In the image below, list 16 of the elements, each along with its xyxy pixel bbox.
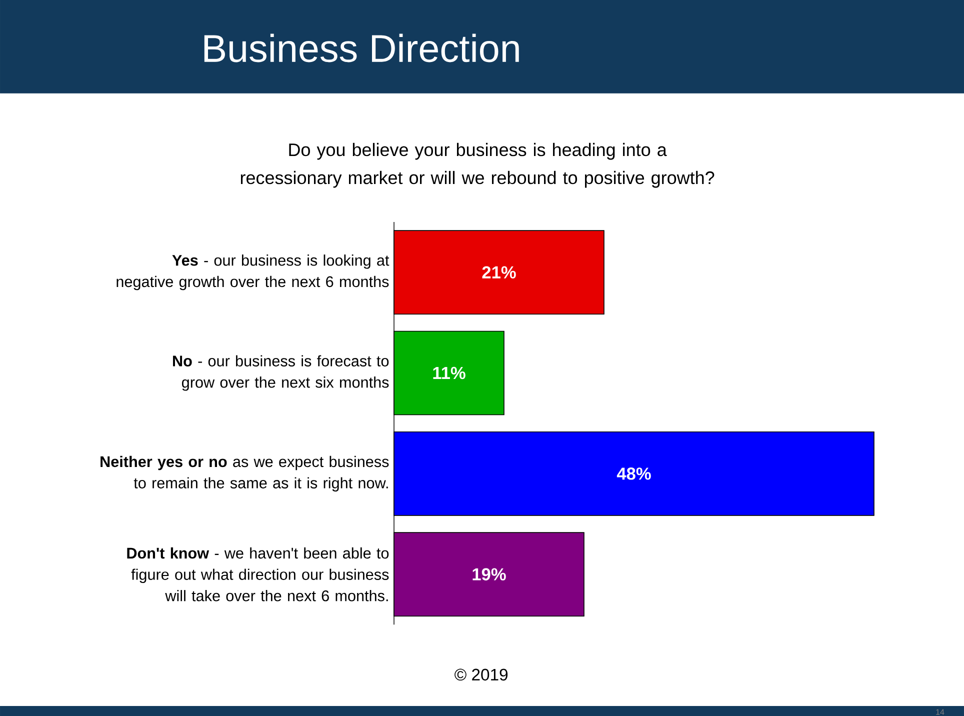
text: © 2019 bbox=[454, 668, 508, 681]
data-label: 11% bbox=[433, 366, 466, 380]
bar bbox=[394, 330, 504, 416]
bar bbox=[394, 431, 874, 516]
data-label: 21% bbox=[482, 266, 516, 278]
y-tick-label: Don't know - we haven't been able to figure out what direction our business will take over the next 6 months. bbox=[127, 547, 389, 602]
y-tick-label: Neither yes or no as we expect business to remain the same as it is right now. bbox=[100, 456, 389, 492]
y-tick-label: Yes - our business is looking at negative growth over the next 6 months bbox=[116, 254, 390, 290]
data-label: 19% bbox=[472, 568, 506, 580]
y-tick-label: No - our business is forecast to grow over the next six months bbox=[173, 355, 389, 391]
chart-subtitle: Do you believe your business is heading into a recessionary market or will we rebound to positive growth? bbox=[240, 142, 714, 188]
chart-title: Business Direction bbox=[204, 34, 519, 62]
bar bbox=[394, 230, 604, 315]
bar bbox=[394, 532, 584, 617]
data-label: 48% bbox=[616, 468, 651, 480]
text: 14 bbox=[936, 709, 944, 715]
